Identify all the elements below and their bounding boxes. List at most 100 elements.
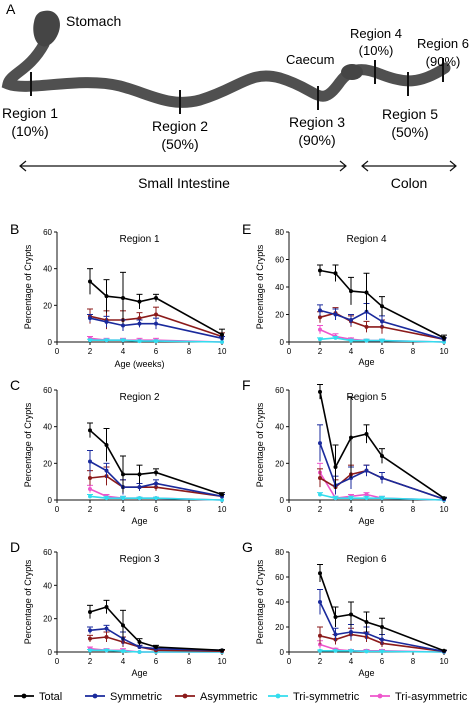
data-point: [318, 327, 322, 332]
x-tick-label: 0: [55, 505, 60, 514]
y-axis-label-b: Percentage of Crypts: [23, 244, 33, 329]
x-tick-label: 2: [318, 657, 323, 666]
data-point: [220, 340, 224, 344]
y-tick-label: 20: [275, 311, 284, 320]
panel-label-e: E: [242, 221, 251, 237]
series-line: [319, 442, 445, 500]
region-3-pct: (90%): [298, 132, 335, 148]
panel-f-chart: F Region 5 0 20 40 60 0 2 4 6 8 10 Age Percentage of…: [242, 377, 449, 526]
x-tick-label: 6: [380, 505, 385, 514]
panel-label-c: C: [10, 377, 20, 393]
data-point: [88, 338, 92, 343]
x-tick-label: 0: [55, 657, 60, 666]
series-line: [89, 636, 223, 652]
series-line: [89, 429, 223, 496]
data-point: [380, 454, 384, 458]
data-point: [333, 632, 338, 637]
y-tick-label: 0: [280, 338, 285, 347]
data-point: [333, 496, 338, 501]
chart-title-e: Region 4: [346, 234, 386, 245]
series-total-c: [87, 422, 225, 497]
y-tick-label: 60: [43, 386, 52, 395]
x-tick-label: 8: [187, 347, 192, 356]
y-axis-label-e: Percentage of Crypts: [255, 244, 265, 329]
x-tick-label: 2: [88, 505, 93, 514]
legend-item-symmetric: Symmetric: [85, 691, 162, 703]
legend-swatch-marker: [275, 693, 281, 699]
data-point: [104, 605, 109, 609]
data-point: [318, 337, 322, 342]
panel-b-chart: B Region 1 0 20 40 60 0 2 4 6 8 10 Age (weeks) Perce…: [10, 221, 227, 369]
series-line: [319, 309, 445, 341]
y-axis-label-f: Percentage of Crypts: [255, 402, 265, 487]
data-point: [380, 625, 384, 629]
legend-label: Tri-asymmetric: [395, 691, 468, 703]
x-tick-label: 0: [287, 505, 292, 514]
colon-arrow: [361, 160, 457, 172]
x-tick-label: 6: [154, 657, 159, 666]
x-tick-label: 8: [411, 505, 416, 514]
data-point: [220, 332, 224, 337]
panel-label-d: D: [10, 539, 20, 555]
legend-swatch-marker: [182, 693, 188, 699]
data-point: [349, 318, 353, 322]
data-point: [442, 496, 446, 501]
data-point: [137, 645, 142, 649]
chart-title-g: Region 6: [346, 554, 386, 565]
y-tick-label: 40: [43, 423, 52, 432]
y-tick-label: 0: [48, 338, 53, 347]
series-line: [89, 495, 223, 501]
data-point: [88, 494, 92, 499]
region-6-name: Region 6: [417, 36, 469, 51]
x-tick-label: 2: [318, 505, 323, 514]
x-tick-label: 4: [121, 347, 126, 356]
series-tri-symmetric-f: [317, 492, 446, 502]
panel-a-diagram: A Stomach Caecum Region 1 (10%) Region 2…: [1, 1, 469, 191]
data-point: [318, 492, 322, 497]
data-point: [318, 268, 322, 273]
data-point: [333, 271, 338, 276]
data-point: [104, 648, 109, 653]
x-axis-label-g: Age: [358, 668, 374, 678]
panel-label-a: A: [6, 1, 16, 17]
x-tick-label: 2: [318, 347, 323, 356]
x-axis-label-d: Age: [131, 668, 147, 678]
series-line: [319, 493, 445, 501]
x-tick-label: 0: [55, 347, 60, 356]
series-line: [89, 313, 223, 338]
data-point: [154, 296, 158, 300]
data-point: [349, 338, 353, 343]
x-tick-label: 8: [187, 505, 192, 514]
data-point: [154, 481, 158, 486]
y-tick-label: 60: [43, 548, 52, 557]
data-point: [154, 339, 158, 344]
data-point: [349, 289, 353, 294]
series-line: [89, 606, 223, 652]
data-point: [137, 496, 142, 501]
data-point: [333, 312, 338, 317]
series-line: [319, 337, 445, 343]
data-point: [349, 630, 353, 634]
data-point: [364, 338, 369, 343]
x-tick-label: 6: [154, 505, 159, 514]
x-tick-label: 10: [218, 347, 227, 356]
data-point: [104, 443, 109, 447]
x-tick-label: 10: [440, 347, 449, 356]
data-point: [88, 487, 92, 491]
data-point: [318, 648, 322, 653]
region-5-name: Region 5: [382, 106, 438, 122]
y-tick-label: 0: [280, 496, 285, 505]
data-point: [121, 296, 125, 300]
data-point: [137, 316, 142, 321]
region-3-name: Region 3: [289, 114, 345, 130]
chart-title-b: Region 1: [119, 234, 159, 245]
x-tick-label: 10: [218, 505, 227, 514]
region-2-name: Region 2: [152, 118, 208, 134]
x-tick-label: 8: [411, 347, 416, 356]
series-total-f: [317, 384, 447, 501]
x-tick-label: 4: [349, 505, 354, 514]
data-point: [220, 648, 224, 653]
data-point: [318, 441, 322, 446]
small-intestine-arrow: [19, 160, 347, 172]
legend-label: Tri-symmetric: [293, 691, 360, 703]
